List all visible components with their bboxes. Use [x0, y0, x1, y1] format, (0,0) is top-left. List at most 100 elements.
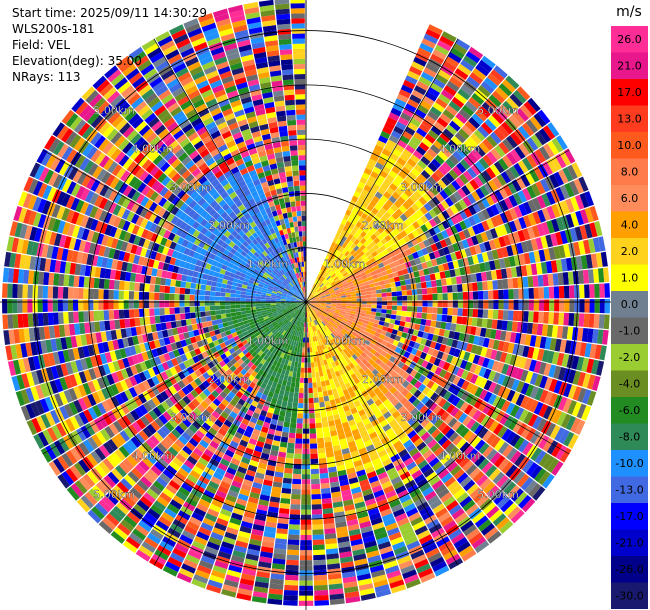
range-gate [290, 381, 296, 388]
range-gate [528, 287, 534, 299]
range-gate [380, 284, 386, 290]
range-gate [439, 239, 448, 248]
range-gate [522, 188, 532, 201]
range-gate [541, 207, 551, 221]
range-gate [530, 134, 543, 149]
range-gate [283, 590, 298, 596]
range-gate [119, 319, 126, 329]
range-gate [472, 224, 481, 235]
range-gate [463, 218, 472, 229]
range-gate [311, 488, 321, 495]
range-gate [310, 299, 316, 301]
range-gate [483, 241, 492, 252]
range-gate [416, 288, 423, 295]
range-gate [376, 174, 386, 183]
range-gate [574, 299, 580, 313]
range-gate [339, 246, 345, 253]
range-gate [310, 296, 315, 300]
range-gate [331, 266, 337, 272]
range-gate [395, 208, 404, 217]
range-gate [513, 192, 523, 205]
range-gate [375, 285, 381, 290]
range-gate [391, 130, 402, 140]
range-gate [288, 524, 300, 530]
range-gate [527, 226, 536, 239]
range-gate [527, 276, 534, 288]
range-gate [482, 154, 494, 167]
range-gate [508, 194, 518, 208]
range-gate [337, 258, 343, 265]
range-gate [366, 294, 372, 298]
range-gate [320, 380, 326, 387]
range-gate [509, 93, 523, 108]
range-gate [517, 160, 529, 174]
range-gate [337, 283, 343, 288]
range-gate [7, 314, 14, 329]
range-gate [538, 311, 544, 324]
range-gate [376, 308, 382, 313]
range-gate [471, 235, 479, 246]
range-gate [316, 286, 321, 292]
range-gate [441, 161, 452, 172]
range-gate [318, 457, 327, 464]
range-gate [494, 226, 503, 238]
range-gate [83, 311, 89, 322]
range-gate [475, 272, 483, 282]
range-gate [516, 86, 531, 101]
range-gate [417, 173, 427, 183]
range-gate [323, 266, 328, 273]
range-gate [128, 309, 135, 318]
range-gate [447, 292, 453, 300]
range-gate [426, 287, 433, 294]
range-gate [314, 293, 319, 297]
range-gate [374, 191, 383, 200]
range-gate [404, 227, 412, 235]
range-gate [289, 386, 295, 393]
range-gate [351, 303, 357, 307]
range-gate [346, 294, 352, 298]
range-gate [293, 458, 302, 465]
range-gate [356, 248, 363, 255]
range-gate [526, 185, 537, 199]
range-gate [327, 286, 333, 291]
range-gate [438, 93, 451, 105]
range-gate [333, 287, 339, 291]
range-gate [491, 90, 506, 104]
range-gate [366, 307, 372, 312]
range-gate [481, 101, 495, 115]
range-gate [225, 309, 231, 314]
range-gate [455, 250, 463, 260]
range-gate [369, 240, 377, 248]
range-gate [396, 216, 404, 225]
range-gate [532, 211, 542, 225]
range-gate [275, 300, 281, 302]
range-gate [407, 98, 419, 109]
range-gate [250, 306, 256, 310]
range-gate [456, 316, 463, 325]
range-gate [471, 190, 481, 202]
range-gate [310, 352, 314, 358]
range-gate [396, 305, 403, 311]
range-gate [532, 197, 542, 211]
range-gate [485, 229, 494, 241]
range-gate [412, 150, 423, 160]
range-gate [493, 237, 502, 249]
range-gate [399, 213, 408, 222]
range-gate [438, 165, 449, 176]
range-gate [494, 145, 506, 158]
range-gate [545, 234, 554, 248]
range-gate [525, 119, 539, 134]
range-gate [597, 236, 606, 252]
range-gate [478, 59, 493, 73]
range-gate [480, 231, 489, 242]
range-gate [505, 267, 513, 279]
range-gate [404, 175, 414, 185]
range-gate [47, 312, 54, 326]
range-gate [209, 305, 216, 311]
range-gate [379, 170, 389, 179]
range-gate [519, 104, 533, 119]
range-gate [543, 248, 551, 261]
range-gate [374, 162, 384, 170]
range-gate [419, 42, 434, 54]
range-gate [129, 318, 136, 328]
